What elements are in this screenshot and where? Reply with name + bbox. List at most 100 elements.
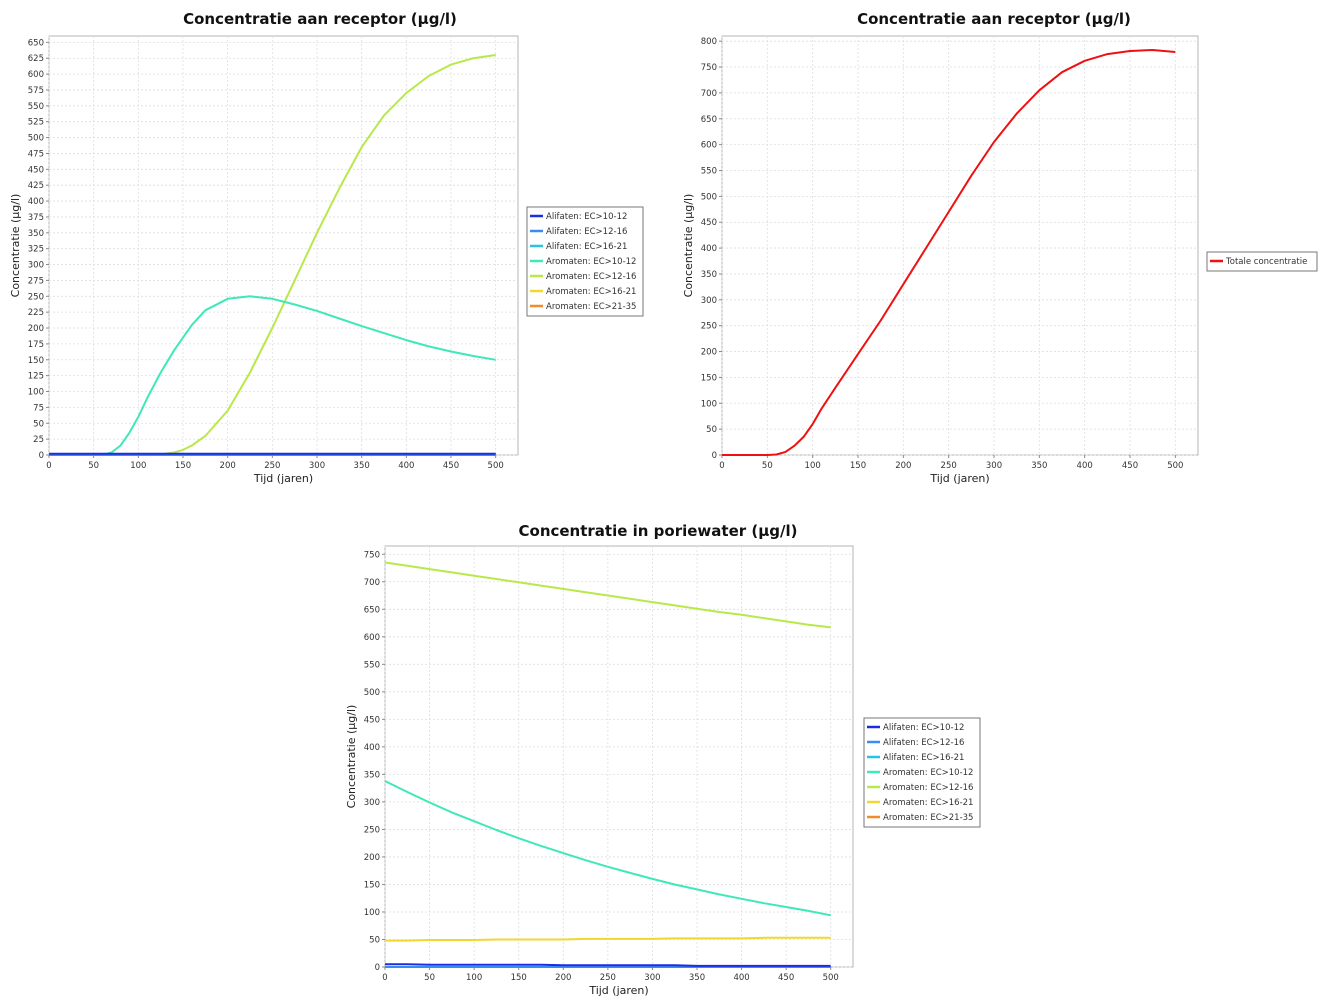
y-tick-label: 550 <box>364 660 380 670</box>
series-line <box>384 561 831 629</box>
legend-label: Aromaten: EC>21-35 <box>546 302 636 312</box>
plot-area <box>721 35 1199 456</box>
y-tick-label: 800 <box>701 37 717 47</box>
legend-box <box>863 717 981 828</box>
y-axis-label: Concentratie (µg/l) <box>9 194 22 298</box>
y-tick-label: 300 <box>28 261 44 271</box>
x-tick-label: 150 <box>511 973 527 983</box>
y-tick-label: 400 <box>364 743 380 753</box>
legend-label: Alifaten: EC>16-21 <box>546 242 627 252</box>
x-tick-label: 250 <box>264 461 280 471</box>
series-line <box>385 963 831 967</box>
y-tick-label: 425 <box>28 181 44 191</box>
y-tick-label: 500 <box>28 134 44 144</box>
y-tick-label: 50 <box>706 425 717 435</box>
chart-3: 0 50 100 150 200 250 300 350 400 450 500 0 50 100 150 2… <box>345 522 981 997</box>
legend-label: Alifaten: EC>10-12 <box>883 723 964 733</box>
y-tick-label: 25 <box>33 435 44 445</box>
y-tick-label: 750 <box>364 550 380 560</box>
plot-area <box>384 545 854 968</box>
y-tick-label: 600 <box>28 70 44 80</box>
legend-label: Aromaten: EC>21-35 <box>883 813 973 823</box>
y-tick-label: 700 <box>364 578 380 588</box>
y-tick-label: 125 <box>28 372 44 382</box>
x-tick-label: 350 <box>354 461 370 471</box>
x-axis-label: Tijd (jaren) <box>588 984 648 997</box>
x-tick-label: 50 <box>424 973 435 983</box>
y-tick-label: 750 <box>701 63 717 73</box>
y-tick-label: 250 <box>28 292 44 302</box>
y-tick-label: 600 <box>364 633 380 643</box>
x-tick-label: 450 <box>1122 461 1138 471</box>
legend-label: Aromaten: EC>12-16 <box>546 272 636 282</box>
x-tick-label: 100 <box>130 461 146 471</box>
series-line <box>722 49 1176 456</box>
y-tick-label: 300 <box>701 296 717 306</box>
legend-label: Alifaten: EC>16-21 <box>883 753 964 763</box>
x-tick-label: 350 <box>1031 461 1047 471</box>
y-tick-label: 450 <box>364 715 380 725</box>
y-tick-label: 100 <box>701 399 717 409</box>
y-tick-label: 100 <box>28 388 44 398</box>
y-tick-label: 250 <box>701 322 717 332</box>
x-tick-label: 100 <box>805 461 821 471</box>
x-tick-label: 450 <box>443 461 459 471</box>
y-axis-label: Concentratie (µg/l) <box>682 194 695 298</box>
y-axis-label: Concentratie (µg/l) <box>345 705 358 809</box>
y-tick-label: 550 <box>28 102 44 112</box>
x-tick-label: 0 <box>46 461 51 471</box>
y-tick-label: 50 <box>33 419 44 429</box>
legend-label: Aromaten: EC>16-21 <box>883 798 973 808</box>
x-tick-label: 50 <box>88 461 99 471</box>
x-tick-label: 300 <box>644 973 660 983</box>
y-tick-label: 200 <box>701 348 717 358</box>
y-tick-label: 250 <box>364 825 380 835</box>
chart-2: 0 50 100 150 200 250 300 350 400 450 500 0 50 100 150 2… <box>682 10 1318 485</box>
y-tick-label: 275 <box>28 276 44 286</box>
y-tick-label: 550 <box>701 166 717 176</box>
y-tick-label: 0 <box>712 451 717 461</box>
y-tick-label: 200 <box>28 324 44 334</box>
x-tick-label: 400 <box>1077 461 1093 471</box>
x-tick-label: 200 <box>895 461 911 471</box>
series-line <box>49 295 496 456</box>
y-tick-label: 400 <box>701 244 717 254</box>
x-tick-label: 250 <box>941 461 957 471</box>
y-tick-label: 475 <box>28 149 44 159</box>
x-tick-label: 300 <box>986 461 1002 471</box>
y-tick-label: 650 <box>28 38 44 48</box>
y-tick-label: 50 <box>369 935 380 945</box>
legend-label: Alifaten: EC>12-16 <box>546 227 627 237</box>
y-tick-label: 500 <box>701 192 717 202</box>
chart-title: Concentratie in poriewater (µg/l) <box>519 522 798 540</box>
x-tick-label: 100 <box>466 973 482 983</box>
legend-label: Aromaten: EC>16-21 <box>546 287 636 297</box>
x-tick-label: 0 <box>382 973 387 983</box>
x-axis-label: Tijd (jaren) <box>929 472 989 485</box>
y-tick-label: 600 <box>701 141 717 151</box>
x-tick-label: 400 <box>733 973 749 983</box>
y-tick-label: 225 <box>28 308 44 318</box>
plot-area <box>48 35 519 456</box>
x-tick-label: 250 <box>600 973 616 983</box>
x-tick-label: 0 <box>719 461 724 471</box>
legend-label: Alifaten: EC>12-16 <box>883 738 964 748</box>
y-tick-label: 400 <box>28 197 44 207</box>
x-tick-label: 500 <box>488 461 504 471</box>
y-tick-label: 100 <box>364 908 380 918</box>
x-tick-label: 400 <box>398 461 414 471</box>
legend-label: Aromaten: EC>10-12 <box>546 257 636 267</box>
y-tick-label: 350 <box>701 270 717 280</box>
legend-label: Alifaten: EC>10-12 <box>546 212 627 222</box>
legend-box <box>526 206 644 317</box>
x-axis-label: Tijd (jaren) <box>253 472 313 485</box>
y-tick-label: 450 <box>701 218 717 228</box>
legend-label: Aromaten: EC>10-12 <box>883 768 973 778</box>
chart-title: Concentratie aan receptor (µg/l) <box>857 10 1131 28</box>
x-tick-label: 350 <box>689 973 705 983</box>
y-tick-label: 650 <box>364 605 380 615</box>
y-tick-label: 150 <box>28 356 44 366</box>
x-tick-label: 200 <box>220 461 236 471</box>
